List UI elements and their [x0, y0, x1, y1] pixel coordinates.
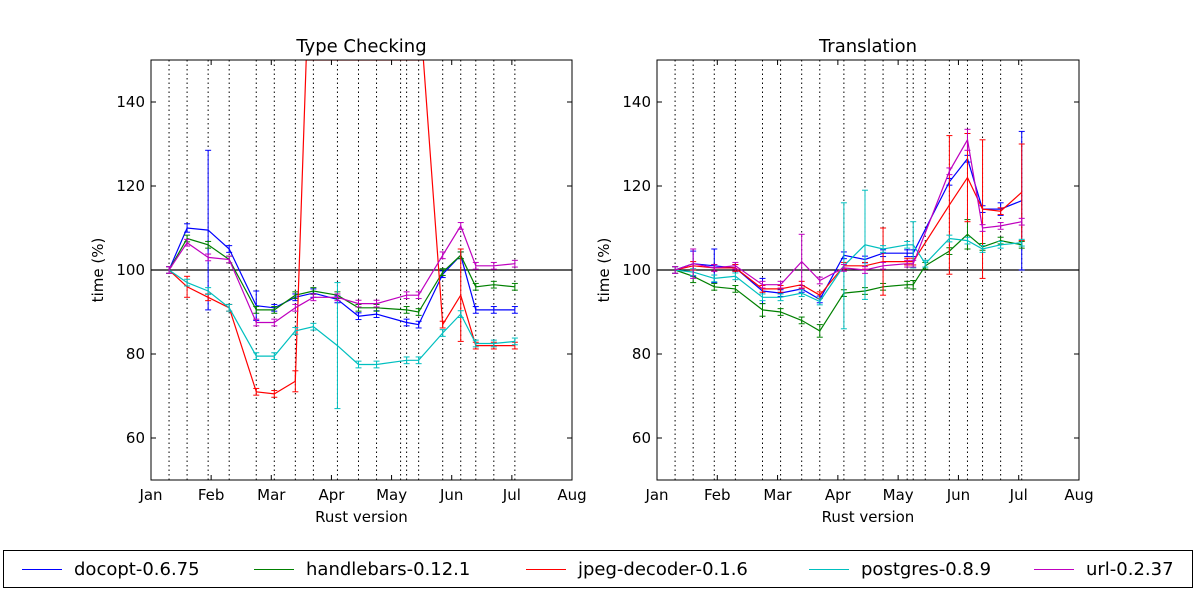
legend-label-url: url-0.2.37	[1086, 558, 1174, 580]
x-tick-label-0: Jan	[644, 486, 668, 504]
legend-item-docopt: docopt-0.6.75	[22, 551, 200, 587]
series-line-jpeg-decoder-0-1-6	[168, 60, 515, 395]
legend-line-handlebars	[254, 568, 294, 570]
legend-item-postgres: postgres-0.8.9	[809, 551, 991, 587]
y-tick-label-3: 120	[622, 177, 651, 195]
series-line-jpeg-decoder-0-1-6	[674, 176, 1023, 296]
x-tick-label-3: Apr	[318, 486, 345, 504]
x-tick-label-7: Aug	[1064, 486, 1093, 504]
legend-label-postgres: postgres-0.8.9	[861, 558, 992, 580]
type-checking-panel: Jan Feb Mar Apr May Jun Jul Aug 60 80 100 120 140 Typ…	[89, 36, 587, 526]
legend-label-jpeg-decoder: jpeg-decoder-0.1.6	[578, 558, 748, 580]
x-tick-label-4: May	[883, 486, 914, 504]
legend-item-jpeg-decoder: jpeg-decoder-0.1.6	[526, 551, 748, 587]
series-line-url-0-2-37	[168, 224, 515, 324]
x-tick-label-7: Aug	[557, 486, 586, 504]
x-tick-label-5: Jun	[439, 486, 463, 504]
x-tick-label-0: Jan	[138, 486, 162, 504]
y-tick-label-2: 100	[116, 261, 145, 279]
x-tick-label-6: Jul	[1009, 486, 1028, 504]
x-tick-label-3: Apr	[825, 486, 852, 504]
legend-label-handlebars: handlebars-0.12.1	[306, 558, 471, 580]
translation-panel: Jan Feb Mar Apr May Jun Jul Aug 60 80 100 120 140 Tra…	[595, 36, 1094, 526]
legend-item-url: url-0.2.37	[1034, 551, 1174, 587]
x-tick-label-5: Jun	[946, 486, 970, 504]
plot-area	[657, 60, 1079, 480]
y-tick-label-4: 140	[622, 93, 651, 111]
x-tick-label-1: Feb	[198, 486, 225, 504]
plot-area	[151, 60, 572, 480]
x-tick-label-2: Mar	[257, 486, 286, 504]
legend: docopt-0.6.75 handlebars-0.12.1 jpeg-dec…	[3, 550, 1193, 588]
y-axis-label: time (%)	[595, 238, 613, 303]
x-tick-label-2: Mar	[763, 486, 792, 504]
legend-label-docopt: docopt-0.6.75	[74, 558, 200, 580]
y-tick-label-1: 80	[632, 345, 651, 363]
x-tick-label-6: Jul	[502, 486, 521, 504]
chart-title: Type Checking	[295, 36, 426, 57]
chart-title: Translation	[818, 36, 917, 57]
y-tick-label-0: 60	[632, 429, 651, 447]
legend-line-url	[1034, 568, 1074, 570]
x-axis-label: Rust version	[822, 508, 915, 526]
y-tick-label-0: 60	[126, 429, 145, 447]
legend-item-handlebars: handlebars-0.12.1	[254, 551, 470, 587]
series-line-handlebars-0-12-1	[168, 237, 515, 313]
x-axis-label: Rust version	[315, 508, 408, 526]
y-axis-label: time (%)	[89, 238, 107, 303]
legend-line-postgres	[809, 568, 849, 570]
x-tick-label-4: May	[376, 486, 407, 504]
series-line-url-0-2-37	[674, 138, 1022, 286]
x-tick-label-1: Feb	[704, 486, 731, 504]
y-tick-label-1: 80	[126, 345, 145, 363]
legend-line-jpeg-decoder	[526, 568, 566, 570]
y-tick-label-3: 120	[116, 177, 145, 195]
legend-line-docopt	[22, 568, 62, 570]
series-line-docopt-0-6-75	[168, 227, 515, 326]
y-tick-label-4: 140	[116, 93, 145, 111]
y-tick-label-2: 100	[622, 261, 651, 279]
series-line-postgres-0-8-9	[168, 269, 515, 366]
